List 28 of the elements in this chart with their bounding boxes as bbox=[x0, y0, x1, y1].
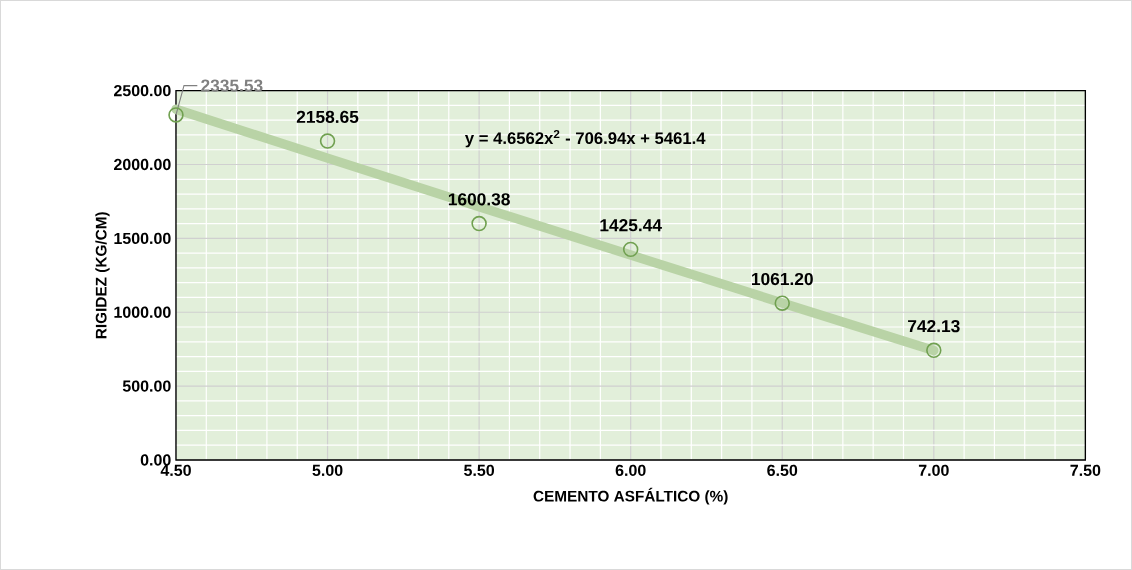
point bbox=[319, 133, 336, 149]
point bbox=[774, 295, 790, 311]
x-tick-label: 7.00 bbox=[918, 464, 949, 477]
data-label: 2158.65 bbox=[296, 110, 359, 124]
x-tick-label: 4.50 bbox=[160, 464, 191, 477]
data-label: 742.13 bbox=[908, 320, 960, 333]
data-label: 1061.20 bbox=[752, 272, 813, 286]
x-tick-label: 5.00 bbox=[312, 464, 343, 477]
y-tick-label: 0.00 bbox=[140, 454, 171, 466]
point bbox=[471, 215, 487, 232]
data-label: 1425.44 bbox=[600, 219, 662, 232]
x-axis-title: CEMENTO ASFÁLTICO (%) bbox=[533, 487, 728, 505]
x-tick-label: 6.00 bbox=[615, 464, 646, 477]
point bbox=[622, 241, 639, 258]
data-label: 2335.53 bbox=[201, 79, 263, 92]
point bbox=[926, 342, 942, 359]
y-tick-label: 500.00 bbox=[122, 380, 171, 392]
data-label: 1600.38 bbox=[448, 193, 510, 206]
point bbox=[168, 107, 184, 123]
x-tick-label: 7.50 bbox=[1070, 464, 1101, 477]
x-tick-label: 6.50 bbox=[767, 464, 798, 477]
y-tick-label: 2000.00 bbox=[114, 158, 171, 171]
x-tick-label: 5.50 bbox=[464, 464, 495, 477]
y-tick-label: 1000.00 bbox=[114, 306, 171, 318]
y-axis-title: RIGIDEZ (KG/CM) bbox=[95, 212, 110, 339]
y-tick-label: 1500.00 bbox=[114, 232, 171, 245]
y-tick-label: 2500.00 bbox=[114, 84, 171, 97]
annotation: y = 4.6562x$^{2}$ - 706.94x + 5461.4 bbox=[464, 129, 706, 148]
